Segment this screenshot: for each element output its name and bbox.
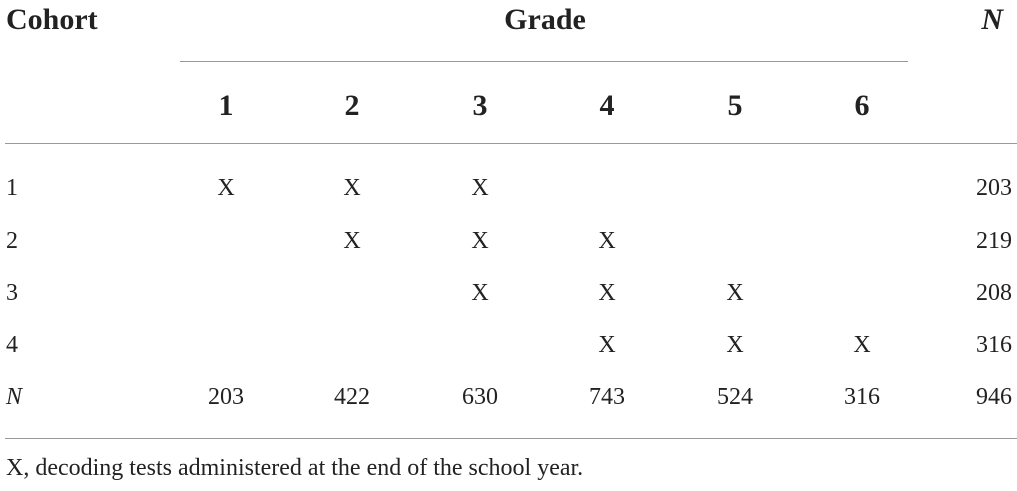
grade-label: 2 [344, 89, 360, 122]
cohort-label: 2 [6, 228, 18, 254]
cell: X [343, 228, 361, 254]
grade-label: 3 [472, 89, 488, 122]
cohort-label: 3 [6, 280, 18, 306]
cohort-label: 1 [6, 175, 18, 201]
cell: X [598, 228, 616, 254]
cell: X [471, 175, 489, 201]
total-label: N [6, 384, 23, 410]
grade-rule [180, 61, 908, 62]
cell: X [853, 332, 871, 358]
cell: X [598, 332, 616, 358]
grade-label: 1 [218, 89, 234, 122]
row-n: 219 [976, 228, 1012, 254]
grade-header: Grade [504, 3, 586, 36]
footnote: X, decoding tests administered at the en… [6, 455, 584, 481]
total-value: 203 [208, 384, 244, 410]
cell: X [471, 280, 489, 306]
grade-label: 4 [599, 89, 615, 122]
cell: X [471, 228, 489, 254]
cohort-label: 4 [6, 332, 18, 358]
cell: X [726, 332, 744, 358]
cell: X [726, 280, 744, 306]
bottom-rule [5, 438, 1017, 439]
row-n: 203 [976, 175, 1012, 201]
n-header: N [981, 3, 1003, 36]
total-value: 630 [462, 384, 498, 410]
row-n: 208 [976, 280, 1012, 306]
total-value: 743 [589, 384, 625, 410]
cell: X [598, 280, 616, 306]
grade-label: 5 [727, 89, 743, 122]
total-value: 316 [844, 384, 880, 410]
row-n: 316 [976, 332, 1012, 358]
cohort-header: Cohort [6, 3, 98, 36]
total-n: 946 [976, 384, 1012, 410]
grade-label: 6 [854, 89, 870, 122]
cell: X [217, 175, 235, 201]
total-value: 422 [334, 384, 370, 410]
total-value: 524 [717, 384, 753, 410]
cell: X [343, 175, 361, 201]
header-rule [5, 143, 1017, 144]
